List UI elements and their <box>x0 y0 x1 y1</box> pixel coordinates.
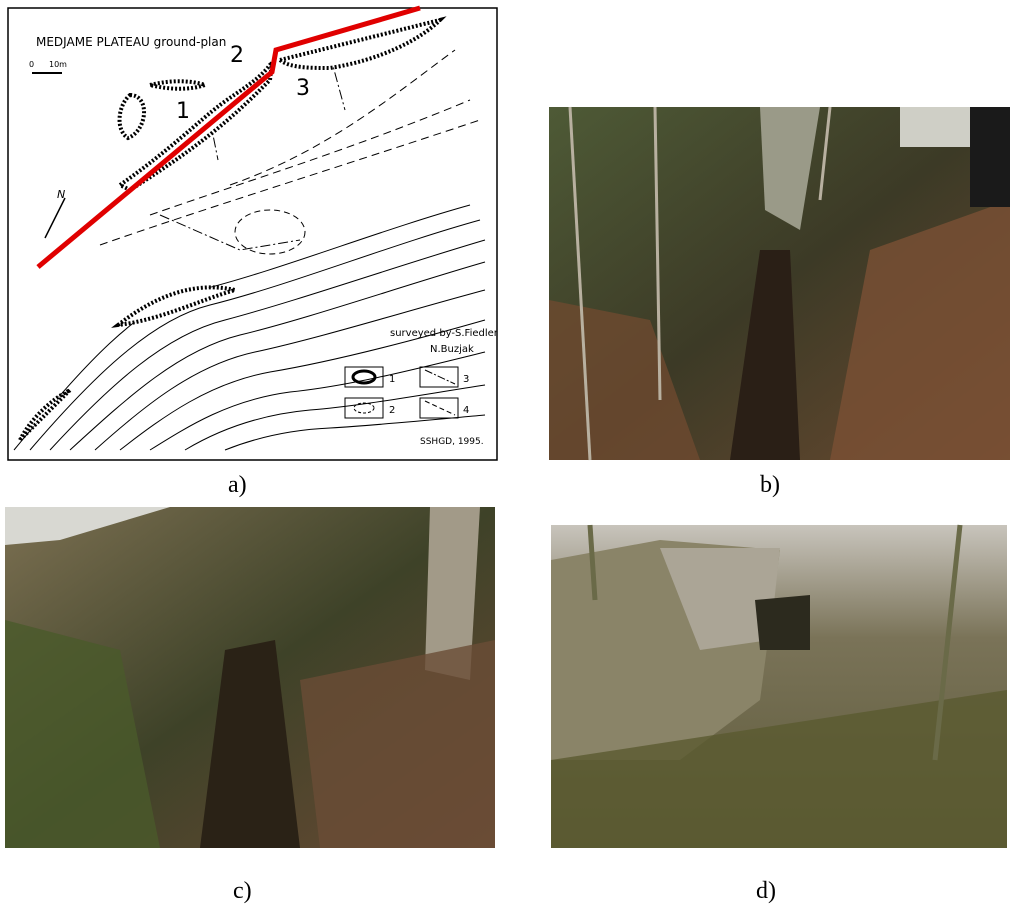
caption: a) <box>228 472 247 499</box>
figure: MEDJAME PLATEAU ground-plan 0 10m N 1 2 … <box>0 0 1010 915</box>
cave-label: 2 <box>230 43 244 68</box>
legend-label: 4 <box>463 405 469 416</box>
legend-label: 3 <box>463 374 469 385</box>
scale-end: 10m <box>49 60 67 69</box>
caption: b) <box>760 472 780 499</box>
credit: N.Buzjak <box>430 344 474 355</box>
scale-start: 0 <box>29 60 34 69</box>
map-title: MEDJAME PLATEAU ground-plan <box>36 35 226 49</box>
caption: c) <box>233 878 252 905</box>
photo-b <box>549 107 1010 460</box>
caption: d) <box>756 878 776 905</box>
credit: surveyed by-S.Fiedler <box>390 328 497 339</box>
source: SSHGD, 1995. <box>420 437 484 447</box>
map-text: MEDJAME PLATEAU ground-plan 0 10m N 1 2 … <box>0 0 497 460</box>
photo-c <box>5 507 495 848</box>
legend-label: 1 <box>389 374 395 385</box>
cave-label: 3 <box>296 76 310 101</box>
photo-d <box>551 525 1007 848</box>
cave-label: 1 <box>176 99 190 124</box>
legend-label: 2 <box>389 405 395 416</box>
north-label: N <box>57 188 65 201</box>
